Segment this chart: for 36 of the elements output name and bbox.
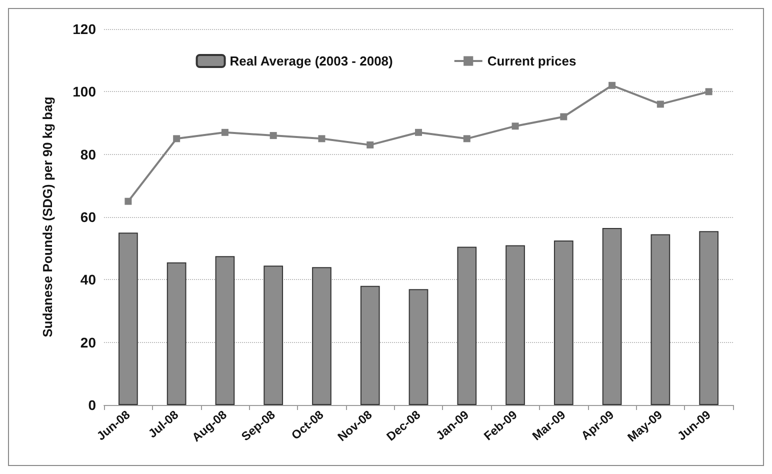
point	[221, 128, 228, 136]
bar	[264, 266, 284, 405]
point	[608, 82, 616, 89]
point	[415, 128, 422, 136]
bar	[457, 246, 477, 405]
y-tick-label: 80	[80, 146, 96, 162]
bar	[215, 256, 235, 405]
point	[463, 135, 470, 142]
bar	[166, 262, 186, 405]
bar	[602, 228, 622, 405]
y-tick-label: 120	[72, 21, 96, 37]
bar	[554, 240, 574, 405]
point	[173, 135, 180, 142]
y-axis-title: Sudanese Pounds (SDG) per 90 kg bag	[40, 96, 55, 338]
point	[656, 100, 664, 108]
y-tick-label: 20	[80, 334, 96, 350]
y-tick-label: 100	[72, 84, 96, 100]
point	[124, 198, 132, 205]
point	[318, 135, 326, 142]
y-tick-label: 40	[80, 272, 96, 288]
point	[560, 113, 568, 120]
point	[270, 132, 277, 140]
bar	[650, 234, 670, 405]
bar	[506, 245, 525, 405]
point	[512, 122, 519, 130]
bar	[360, 286, 380, 405]
legend-label: Real Average (2003 - 2008)	[230, 54, 393, 68]
y-tick-label: 60	[80, 209, 96, 225]
bar	[699, 231, 718, 405]
y-tick-label: 0	[88, 397, 96, 413]
point	[705, 88, 712, 96]
legend-label: Current prices	[487, 54, 576, 68]
point	[366, 141, 374, 148]
bar	[408, 289, 428, 405]
bar	[312, 267, 332, 405]
bar	[118, 232, 138, 405]
